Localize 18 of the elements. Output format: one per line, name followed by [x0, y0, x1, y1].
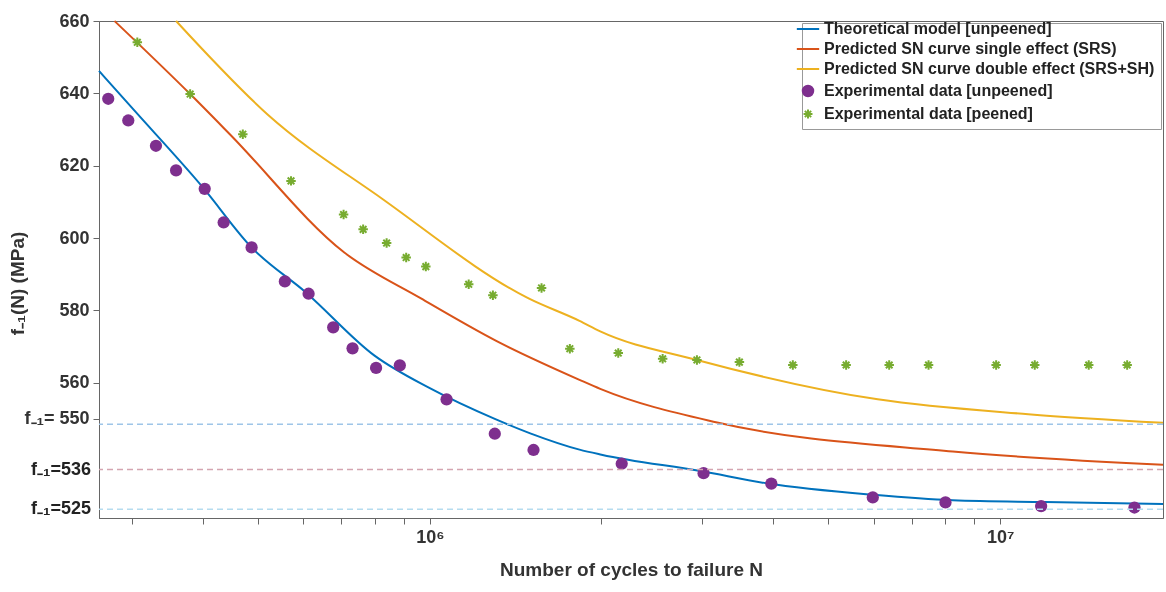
y-tick-label: 580 [59, 299, 90, 320]
y-tick-label: f₋₁= 550 [24, 408, 90, 429]
y-tick-label: 660 [59, 10, 90, 31]
legend-label: Theoretical model [unpeened] [824, 20, 1052, 37]
y-tick-label: 560 [59, 372, 90, 393]
x-tick-label: 10⁷ [986, 526, 1015, 547]
x-axis-title: Number of cycles to failure N [500, 558, 763, 580]
legend-label: Experimental data [unpeened] [824, 82, 1053, 99]
ref-line-label: f₋₁=525 [31, 498, 91, 519]
x-tick-label: 10⁶ [416, 526, 445, 547]
ref-line-label: f₋₁=536 [31, 458, 91, 479]
y-axis-title: f₋₁(N) (MPa) [6, 231, 28, 336]
legend-label: Predicted SN curve single effect (SRS) [824, 40, 1117, 57]
legend-label: Experimental data [peened] [824, 105, 1033, 122]
y-tick-label: 620 [59, 155, 90, 176]
legend-label: Predicted SN curve double effect (SRS+SH) [824, 60, 1155, 77]
y-tick-label: 640 [59, 82, 90, 103]
y-tick-label: 600 [59, 227, 90, 248]
